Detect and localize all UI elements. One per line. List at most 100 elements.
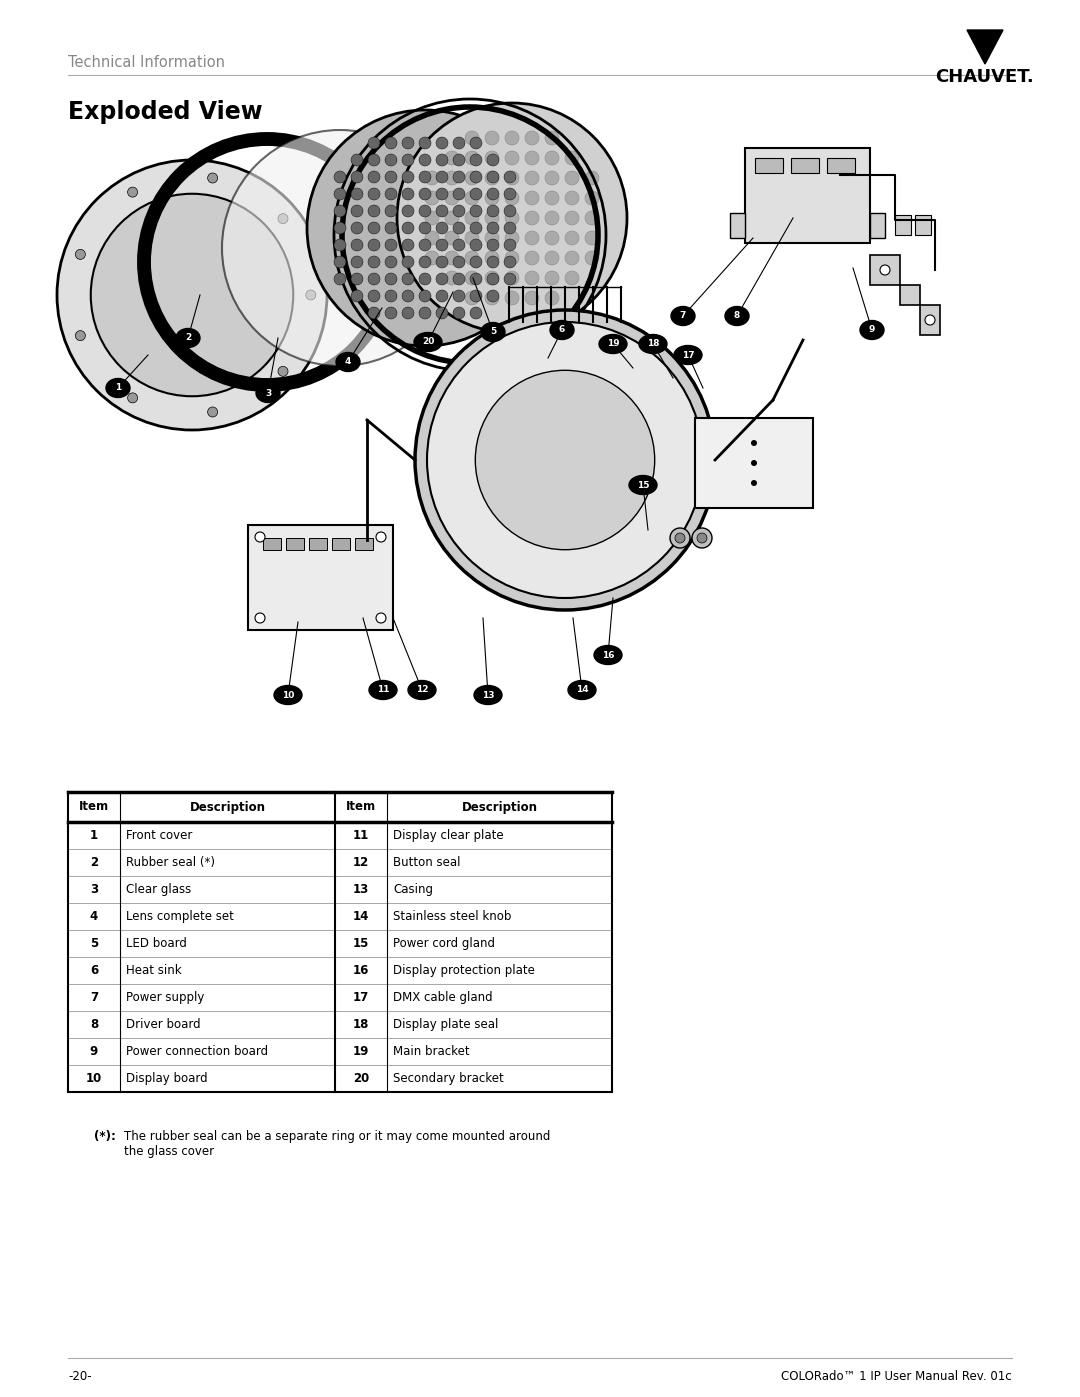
Circle shape xyxy=(545,191,559,205)
Circle shape xyxy=(419,256,431,268)
Circle shape xyxy=(565,170,579,184)
Text: Display clear plate: Display clear plate xyxy=(393,828,503,842)
FancyBboxPatch shape xyxy=(745,148,870,243)
Circle shape xyxy=(505,271,519,285)
FancyBboxPatch shape xyxy=(827,158,855,173)
Circle shape xyxy=(565,251,579,265)
Circle shape xyxy=(351,170,363,183)
Ellipse shape xyxy=(176,328,200,348)
Circle shape xyxy=(470,307,482,319)
Text: The rubber seal can be a separate ring or it may come mounted around
the glass c: The rubber seal can be a separate ring o… xyxy=(124,1130,551,1158)
Circle shape xyxy=(924,314,935,326)
Circle shape xyxy=(402,307,414,319)
Text: 15: 15 xyxy=(637,481,649,489)
Circle shape xyxy=(465,191,480,205)
Circle shape xyxy=(334,205,346,217)
Circle shape xyxy=(402,272,414,285)
Text: Power cord gland: Power cord gland xyxy=(393,937,495,950)
Ellipse shape xyxy=(674,345,702,365)
Text: 14: 14 xyxy=(576,686,589,694)
Circle shape xyxy=(504,256,516,268)
Ellipse shape xyxy=(639,334,667,353)
Circle shape xyxy=(565,271,579,285)
Circle shape xyxy=(470,154,482,166)
Text: Exploded View: Exploded View xyxy=(68,101,262,124)
Circle shape xyxy=(470,272,482,285)
Text: 13: 13 xyxy=(482,690,495,700)
Text: 14: 14 xyxy=(353,909,369,923)
Circle shape xyxy=(585,251,599,265)
Circle shape xyxy=(57,161,327,430)
Circle shape xyxy=(384,291,397,302)
Circle shape xyxy=(368,307,380,319)
Circle shape xyxy=(436,307,448,319)
Circle shape xyxy=(505,151,519,165)
Circle shape xyxy=(453,307,465,319)
Circle shape xyxy=(436,239,448,251)
Circle shape xyxy=(436,291,448,302)
Ellipse shape xyxy=(414,332,442,352)
Text: Lens complete set: Lens complete set xyxy=(126,909,234,923)
Circle shape xyxy=(436,205,448,217)
Circle shape xyxy=(485,151,499,165)
Circle shape xyxy=(307,110,543,346)
Ellipse shape xyxy=(599,334,627,353)
Circle shape xyxy=(751,460,757,467)
Circle shape xyxy=(384,222,397,235)
Circle shape xyxy=(384,189,397,200)
Circle shape xyxy=(368,189,380,200)
Circle shape xyxy=(255,613,265,623)
Text: Driver board: Driver board xyxy=(126,1018,201,1031)
Ellipse shape xyxy=(481,323,505,341)
Circle shape xyxy=(585,231,599,244)
Circle shape xyxy=(485,191,499,205)
FancyBboxPatch shape xyxy=(332,538,350,550)
Ellipse shape xyxy=(568,680,596,700)
Circle shape xyxy=(334,170,346,183)
Text: 8: 8 xyxy=(90,1018,98,1031)
Circle shape xyxy=(487,239,499,251)
Text: 7: 7 xyxy=(679,312,686,320)
Circle shape xyxy=(485,131,499,145)
Text: 7: 7 xyxy=(90,990,98,1004)
Circle shape xyxy=(545,211,559,225)
Circle shape xyxy=(306,291,315,300)
Circle shape xyxy=(419,239,431,251)
FancyBboxPatch shape xyxy=(286,538,303,550)
Circle shape xyxy=(436,137,448,149)
Text: 16: 16 xyxy=(353,964,369,977)
Text: 8: 8 xyxy=(734,312,740,320)
Circle shape xyxy=(504,239,516,251)
Text: 9: 9 xyxy=(868,326,875,334)
Circle shape xyxy=(505,251,519,265)
Text: COLORado™ 1 IP User Manual Rev. 01c: COLORado™ 1 IP User Manual Rev. 01c xyxy=(781,1370,1012,1383)
Circle shape xyxy=(351,205,363,217)
Circle shape xyxy=(436,222,448,235)
FancyBboxPatch shape xyxy=(248,525,393,630)
Circle shape xyxy=(427,321,703,598)
Text: LED board: LED board xyxy=(126,937,187,950)
Circle shape xyxy=(436,256,448,268)
Ellipse shape xyxy=(106,379,130,398)
Circle shape xyxy=(436,189,448,200)
Text: Stainless steel knob: Stainless steel knob xyxy=(393,909,511,923)
Circle shape xyxy=(585,211,599,225)
FancyBboxPatch shape xyxy=(915,215,931,235)
Circle shape xyxy=(207,173,218,183)
Circle shape xyxy=(453,272,465,285)
Circle shape xyxy=(402,189,414,200)
Text: Clear glass: Clear glass xyxy=(126,883,191,895)
Text: Item: Item xyxy=(79,800,109,813)
Circle shape xyxy=(402,239,414,251)
Circle shape xyxy=(487,272,499,285)
Circle shape xyxy=(419,170,431,183)
FancyBboxPatch shape xyxy=(870,212,885,237)
Circle shape xyxy=(487,205,499,217)
FancyBboxPatch shape xyxy=(755,158,783,173)
Circle shape xyxy=(465,211,480,225)
Circle shape xyxy=(351,154,363,166)
Text: 2: 2 xyxy=(90,856,98,869)
Circle shape xyxy=(545,251,559,265)
Text: 5: 5 xyxy=(490,327,496,337)
Circle shape xyxy=(445,271,459,285)
